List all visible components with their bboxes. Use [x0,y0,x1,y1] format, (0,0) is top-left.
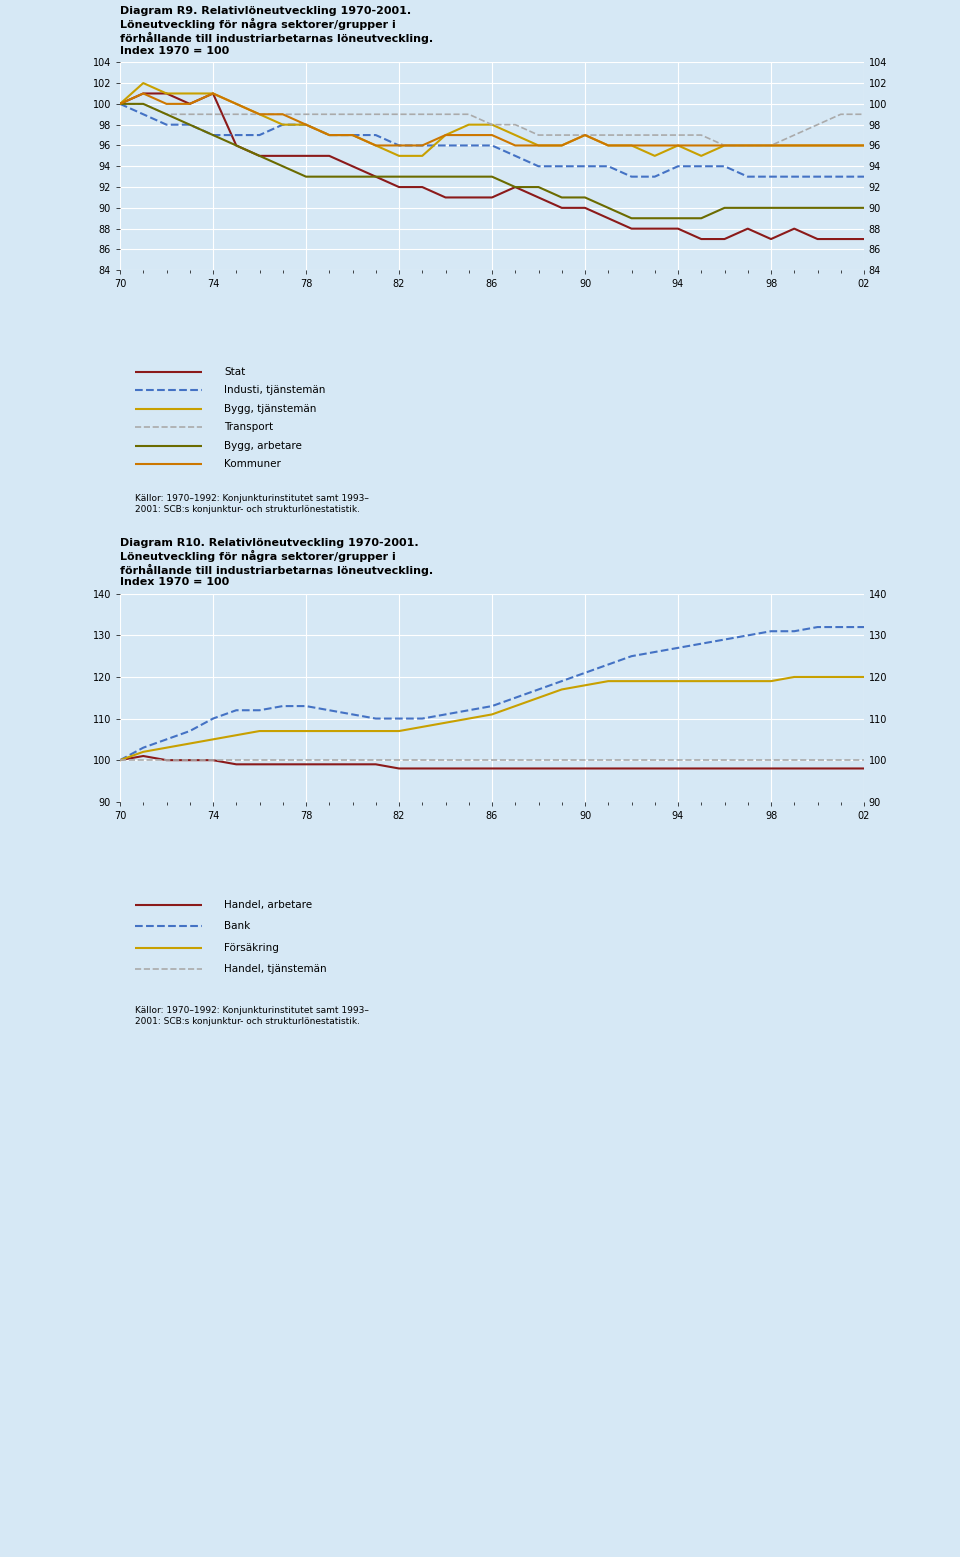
Text: Diagram R9. Relativlöneutveckling 1970-2001.
Löneutveckling för några sektorer/g: Diagram R9. Relativlöneutveckling 1970-2… [120,6,433,56]
Text: Handel, arbetare: Handel, arbetare [225,900,312,909]
Text: Transport: Transport [225,422,274,433]
Text: Stat: Stat [225,367,246,377]
Text: Källor: 1970–1992: Konjunkturinstitutet samt 1993–
2001: SCB:s konjunktur- och s: Källor: 1970–1992: Konjunkturinstitutet … [134,495,369,514]
Text: Kommuner: Kommuner [225,459,281,469]
Text: Källor: 1970–1992: Konjunkturinstitutet samt 1993–
2001: SCB:s konjunktur- och s: Källor: 1970–1992: Konjunkturinstitutet … [134,1006,369,1026]
Text: Industi, tjänstemän: Industi, tjänstemän [225,386,325,395]
Text: Bank: Bank [225,922,251,931]
Text: Handel, tjänstemän: Handel, tjänstemän [225,964,326,975]
Text: Försäkring: Försäkring [225,944,279,953]
Text: Bygg, tjänstemän: Bygg, tjänstemän [225,403,317,414]
Text: Bygg, arbetare: Bygg, arbetare [225,441,302,452]
Text: Diagram R10. Relativlöneutveckling 1970-2001.
Löneutveckling för några sektorer/: Diagram R10. Relativlöneutveckling 1970-… [120,537,433,587]
